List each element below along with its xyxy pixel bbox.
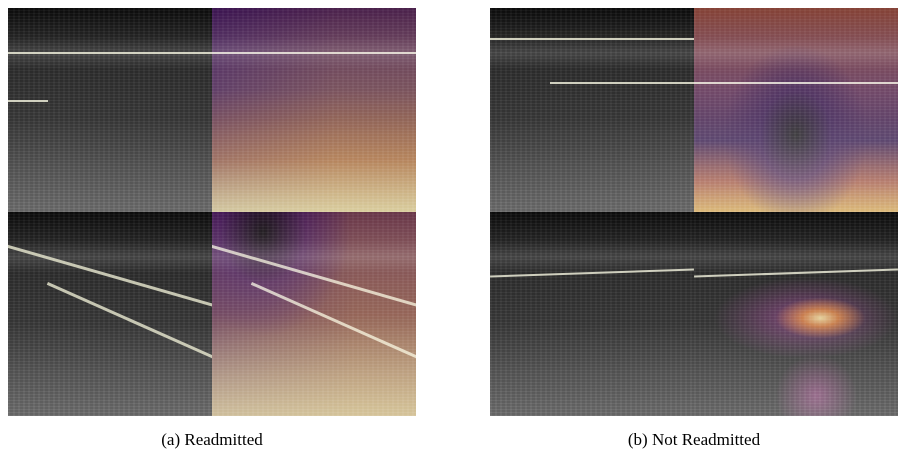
ultrasound-image bbox=[8, 8, 212, 212]
ultrasound-image bbox=[490, 212, 694, 416]
ultrasound-image bbox=[490, 8, 694, 212]
caption: (b) Not Readmitted bbox=[627, 430, 761, 449]
caption: (a) Readmitted bbox=[161, 430, 263, 449]
heatmap-image bbox=[212, 8, 416, 212]
ultrasound-image bbox=[8, 212, 212, 416]
heatmap-image bbox=[694, 8, 898, 212]
heatmap-image bbox=[694, 212, 898, 416]
heatmap-image bbox=[212, 212, 416, 416]
